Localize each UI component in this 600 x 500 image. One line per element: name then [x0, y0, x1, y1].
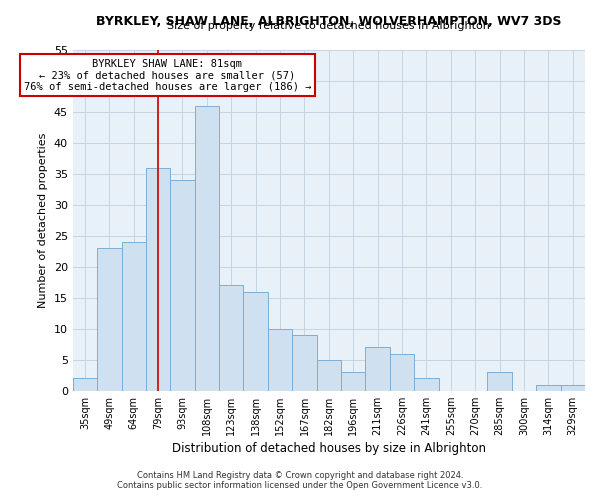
- Bar: [317, 360, 341, 390]
- Bar: [487, 372, 512, 390]
- Title: BYRKLEY, SHAW LANE, ALBRIGHTON, WOLVERHAMPTON, WV7 3DS: BYRKLEY, SHAW LANE, ALBRIGHTON, WOLVERHA…: [96, 15, 562, 28]
- Bar: [560, 384, 585, 390]
- Text: BYRKLEY SHAW LANE: 81sqm
← 23% of detached houses are smaller (57)
76% of semi-d: BYRKLEY SHAW LANE: 81sqm ← 23% of detach…: [24, 58, 311, 92]
- Bar: [414, 378, 439, 390]
- Y-axis label: Number of detached properties: Number of detached properties: [38, 132, 48, 308]
- Bar: [390, 354, 414, 391]
- Bar: [244, 292, 268, 390]
- Text: Contains HM Land Registry data © Crown copyright and database right 2024.
Contai: Contains HM Land Registry data © Crown c…: [118, 470, 482, 490]
- Text: Size of property relative to detached houses in Albrighton: Size of property relative to detached ho…: [167, 22, 490, 32]
- Bar: [219, 286, 244, 391]
- Bar: [194, 106, 219, 391]
- Bar: [536, 384, 560, 390]
- Bar: [292, 335, 317, 390]
- Bar: [341, 372, 365, 390]
- Bar: [365, 348, 390, 391]
- Bar: [73, 378, 97, 390]
- Bar: [146, 168, 170, 390]
- X-axis label: Distribution of detached houses by size in Albrighton: Distribution of detached houses by size …: [172, 442, 486, 455]
- Bar: [122, 242, 146, 390]
- Bar: [268, 329, 292, 390]
- Bar: [97, 248, 122, 390]
- Bar: [170, 180, 194, 390]
